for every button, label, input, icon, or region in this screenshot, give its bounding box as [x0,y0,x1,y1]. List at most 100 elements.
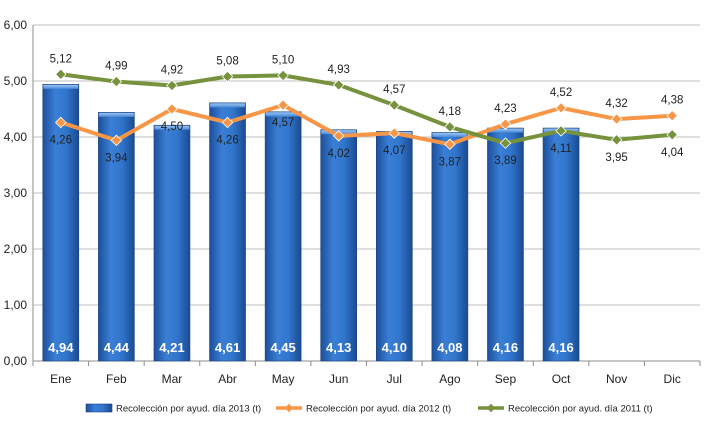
line-value-label: 3,95 [605,152,627,164]
x-tick-label: Dic [664,372,681,386]
series-marker [499,137,512,149]
bar [42,84,80,362]
bar-top-highlight [43,84,79,89]
bar-value-label: 4,21 [159,340,184,355]
bar [320,129,358,362]
bar-value-label: 4,61 [215,340,240,355]
line-value-label: 4,18 [439,106,461,118]
line-value-label: 4,02 [328,148,350,160]
y-tick-label: 5,00 [4,74,28,88]
bar-value-label: 4,94 [48,340,74,355]
x-tick-label: Jun [329,372,348,386]
legend-label: Recolección por ayud. día 2012 (t) [306,404,451,415]
x-tick-label: May [272,372,295,386]
bar-value-label: 4,44 [104,340,130,355]
line-value-label: 5,12 [50,53,72,65]
line-value-label: 5,08 [216,56,238,68]
line-value-label: 4,26 [216,134,238,146]
y-tick-label: 4,00 [4,130,28,144]
series-marker [610,134,623,146]
bar-value-label: 4,16 [493,340,518,355]
legend-swatch-marker [284,403,294,413]
series-marker [55,68,67,81]
bar-series [42,84,580,362]
axes: 0,00 1,00 2,00 3,00 4,00 5,00 6,00 Ene Feb Mar Abr… [4,18,701,386]
bar [487,127,524,362]
y-tick-label: 3,00 [4,186,28,200]
line-value-label: 4,50 [161,121,183,133]
bar-top-highlight [98,112,134,117]
line-value-label: 4,52 [550,87,572,99]
bar-value-label: 4,45 [270,340,295,355]
bar-value-label: 4,16 [548,340,573,355]
series-marker [388,127,401,139]
line-value-label: 3,89 [494,155,516,167]
x-tick-label: Jul [387,372,402,386]
x-tick-label: Nov [606,372,627,386]
line-value-label: 4,99 [105,61,127,73]
x-tick-label: Abr [218,372,237,386]
series-marker [277,99,289,111]
series-marker [110,134,123,147]
bar [542,127,580,362]
y-tick-label: 6,00 [4,18,28,32]
line-value-label: 4,11 [550,143,572,155]
line-value-label: 4,93 [328,64,350,76]
series-marker [221,70,234,83]
bar-top-highlight [154,125,190,130]
line-value-label: 4,32 [605,98,627,110]
line-value-label: 4,23 [494,103,516,115]
line-value-label: 4,92 [161,64,183,76]
x-tick-label: Feb [106,372,127,386]
series-marker [555,125,567,137]
series-marker [110,75,123,88]
series-marker [388,99,401,111]
line-value-label: 4,07 [383,145,405,157]
bar [375,131,413,362]
gridlines [33,24,700,306]
y-tick-label: 1,00 [4,298,28,312]
series-marker [666,109,678,122]
bar [153,124,191,362]
y-tick-label: 2,00 [4,242,28,256]
series-marker [610,113,623,125]
bar [98,112,135,362]
series-marker [332,79,345,91]
x-tick-label: Sep [495,372,517,386]
x-tick-label: Mar [162,372,183,386]
line-value-label: 3,94 [105,152,128,164]
bar-top-highlight [210,103,246,108]
line-value-label: 3,87 [439,156,461,168]
bar-top-highlight [487,128,523,133]
legend-label: Recolección por ayud. día 2013 (t) [116,404,261,415]
series-marker [166,103,178,115]
line-series [55,68,678,151]
series-marker [666,128,678,141]
y-tick-label: 0,00 [4,354,28,368]
series-marker [555,102,567,114]
bar [209,102,246,362]
x-tick-label: Ene [50,372,72,386]
bar-value-label: 4,10 [382,340,407,355]
series-marker [166,79,178,92]
x-tick-label: Oct [552,372,571,386]
line-value-label: 4,26 [50,134,72,146]
series-marker [221,116,234,129]
bar-top-highlight [265,112,301,117]
bar-value-label: 4,08 [437,340,462,355]
bar-top-highlight [432,133,468,138]
line-value-label: 4,57 [272,117,294,129]
legend: Recolección por ayud. día 2013 (t) Recole… [85,403,653,415]
bar [431,132,469,362]
legend-swatch-marker [486,403,496,413]
series-line-1 [58,103,675,147]
series-marker [332,130,345,142]
series-marker [55,116,67,129]
line-value-label: 4,38 [661,95,683,107]
line-value-label: 5,10 [272,54,294,66]
line-value-label: 4,57 [383,84,405,96]
legend-swatch [85,403,113,413]
series-marker [499,118,512,130]
series-marker [277,69,289,82]
